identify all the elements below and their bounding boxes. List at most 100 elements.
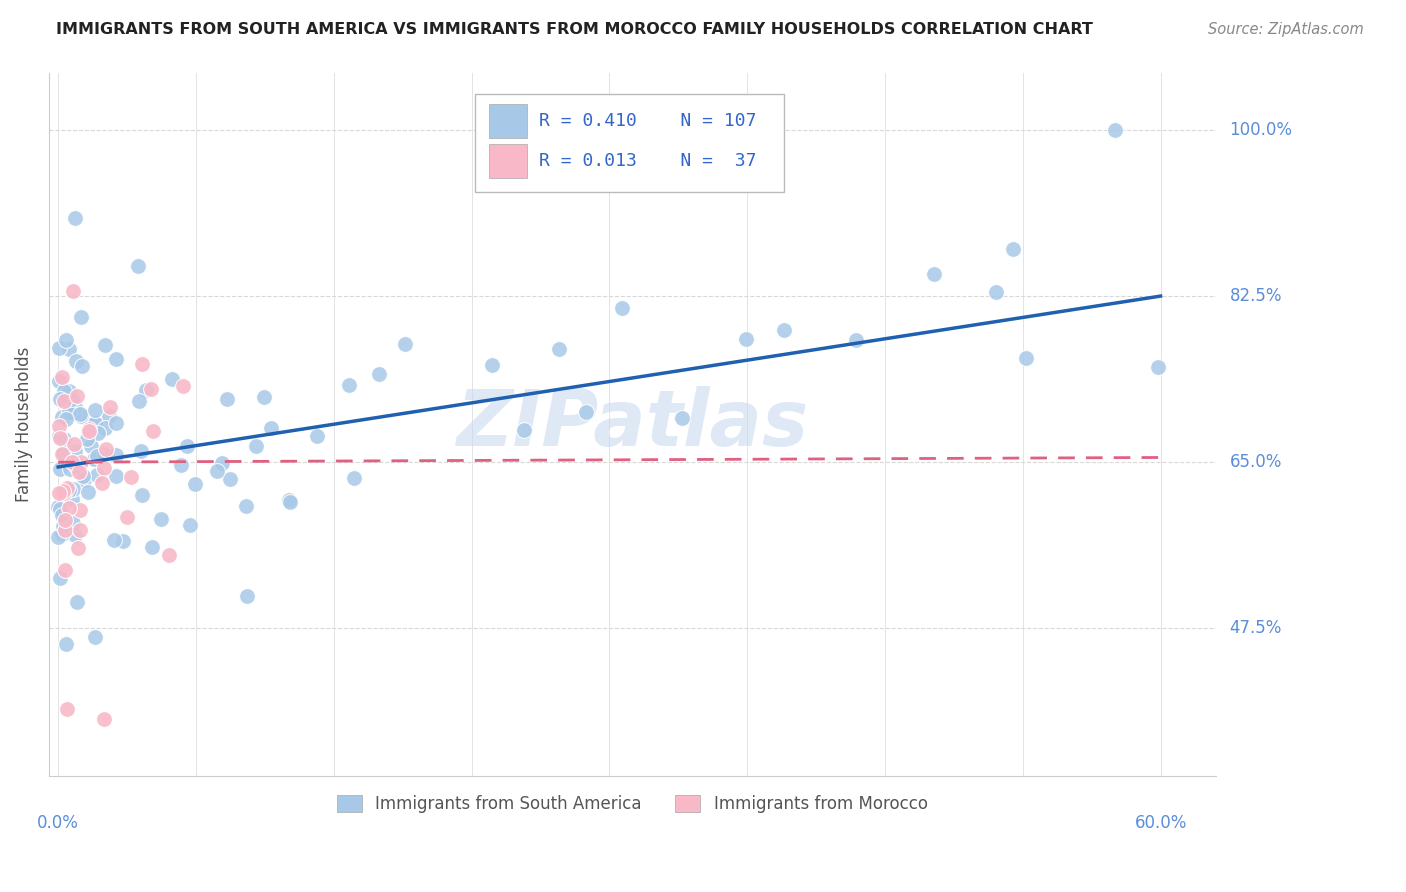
Point (394, 337, 416, 351)
Text: 0.0%: 0.0% (37, 814, 79, 832)
Point (62, 482, 84, 496)
Point (58, 343, 80, 357)
Point (93, 460, 115, 475)
Text: 47.5%: 47.5% (1230, 619, 1282, 638)
Point (87, 426, 110, 441)
Point (48, 341, 70, 355)
Point (170, 458, 193, 472)
Point (94, 442, 117, 457)
Point (105, 416, 128, 430)
Point (184, 477, 207, 491)
Point (52, 485, 75, 500)
Point (94, 338, 117, 352)
Point (52, 484, 75, 499)
Text: 65.0%: 65.0% (1230, 453, 1282, 471)
Point (610, 301, 633, 315)
Point (98, 400, 121, 414)
Y-axis label: Family Households: Family Households (15, 347, 32, 502)
Point (260, 421, 283, 435)
Point (76, 432, 98, 446)
Point (115, 510, 138, 524)
Point (51, 370, 73, 384)
Text: R = 0.410    N = 107: R = 0.410 N = 107 (538, 112, 756, 129)
Point (305, 429, 328, 443)
Point (49, 571, 72, 585)
Point (66, 389, 89, 403)
Text: 82.5%: 82.5% (1230, 287, 1282, 305)
Point (83, 630, 105, 644)
Point (548, 342, 571, 356)
Point (128, 393, 150, 408)
Point (77, 484, 100, 499)
Point (62, 395, 84, 409)
Point (46, 500, 69, 515)
Point (120, 470, 142, 484)
Point (49, 392, 72, 407)
Bar (489, 103, 527, 137)
Point (141, 383, 163, 397)
Point (93, 421, 115, 435)
Point (575, 405, 598, 419)
Point (72, 359, 94, 373)
Point (53, 393, 76, 408)
Point (1015, 351, 1038, 365)
Point (481, 358, 503, 372)
Point (65, 401, 87, 415)
Point (63, 437, 86, 451)
Point (845, 334, 868, 348)
Point (205, 464, 228, 478)
Point (60, 492, 83, 507)
Point (179, 517, 201, 532)
Point (253, 390, 276, 404)
Point (160, 371, 183, 385)
Point (131, 357, 153, 371)
Point (49, 502, 72, 516)
Point (51, 527, 73, 541)
Point (105, 448, 128, 462)
Point (112, 533, 135, 548)
Bar (489, 144, 527, 178)
Point (66, 541, 89, 556)
Point (48, 419, 70, 434)
Point (58, 384, 80, 399)
Text: R = 0.013    N =  37: R = 0.013 N = 37 (538, 152, 756, 169)
Point (48, 486, 70, 500)
Point (65, 595, 87, 609)
Point (63, 211, 86, 225)
Point (105, 469, 128, 483)
Point (58, 483, 80, 498)
Text: 60.0%: 60.0% (1135, 814, 1187, 832)
Point (129, 444, 152, 458)
Point (55, 637, 77, 651)
Point (53, 513, 76, 527)
Point (70, 409, 93, 423)
Point (70, 454, 93, 468)
Point (671, 411, 693, 425)
Point (343, 471, 366, 485)
Point (127, 259, 149, 273)
Point (73, 473, 96, 487)
Point (69, 310, 91, 325)
Point (53, 564, 76, 578)
Point (84, 416, 107, 430)
Point (245, 439, 267, 453)
Point (72, 468, 94, 483)
Point (172, 379, 194, 393)
Point (52, 518, 75, 533)
Point (97, 409, 120, 424)
Point (63, 443, 86, 458)
Point (63, 528, 86, 542)
Point (69, 523, 91, 537)
Point (65, 458, 87, 473)
Bar (475, 94, 785, 193)
Point (1146, 359, 1168, 374)
Point (278, 492, 301, 507)
Point (53, 523, 76, 537)
Point (67, 465, 90, 479)
Point (157, 548, 180, 562)
Point (1104, 123, 1126, 137)
Point (56, 702, 79, 716)
Point (734, 332, 756, 346)
Point (48, 429, 70, 443)
Point (62, 516, 84, 530)
